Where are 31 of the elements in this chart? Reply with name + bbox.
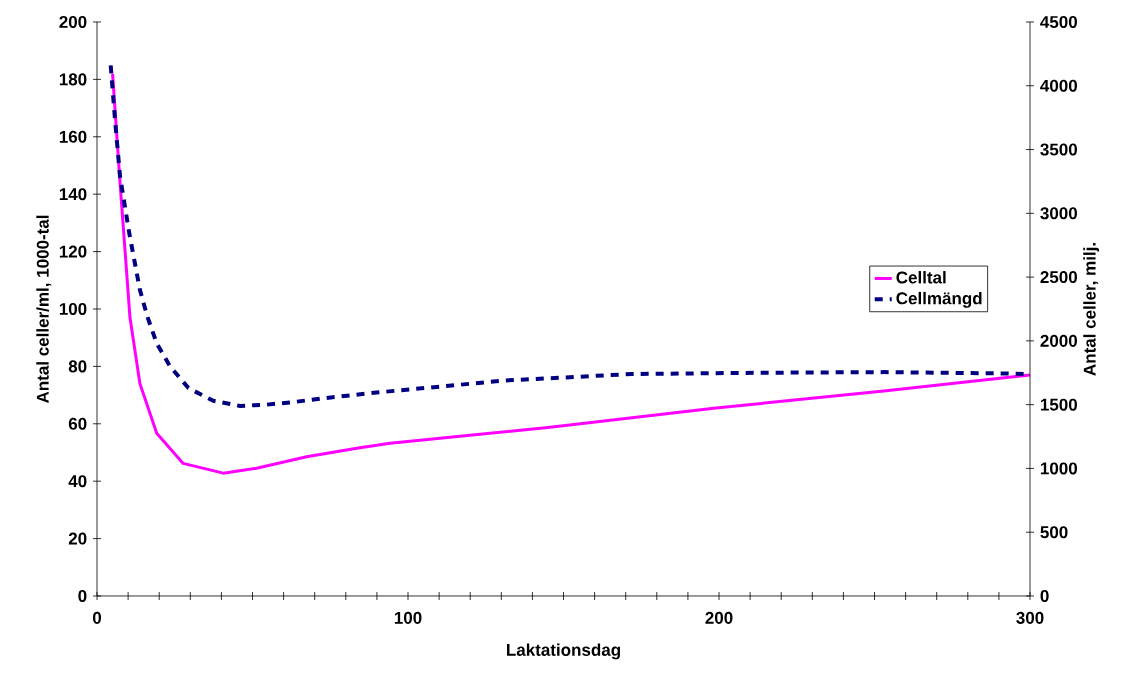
- y2-tick-label: 1500: [1040, 398, 1077, 411]
- x-tick-label: 0: [92, 611, 102, 624]
- y-tick-label: 200: [59, 15, 87, 29]
- y-tick-label: 180: [59, 73, 87, 86]
- y2-tick-label: 2500: [1040, 271, 1077, 284]
- y2-tick-label: 500: [1040, 526, 1068, 539]
- y-tick-label: 120: [59, 245, 87, 258]
- y2-tick-label: 0: [1040, 589, 1049, 603]
- y-tick-label: 0: [78, 589, 87, 603]
- y-tick-label: 140: [59, 188, 87, 201]
- y-tick-label: 40: [68, 475, 87, 488]
- x-tick-label: 100: [394, 611, 422, 624]
- line-series: [111, 72, 1031, 475]
- y-tick-label: 20: [68, 532, 87, 545]
- y-axis-title: Antal celler/ml, 1000-tal: [36, 215, 52, 404]
- y-tick-label: 100: [59, 302, 87, 316]
- y-tick-label: 80: [68, 360, 87, 373]
- x-tick-label: 200: [705, 611, 733, 624]
- y2-axis-title: Antal celler, milj.: [1083, 243, 1100, 376]
- x-axis-title: Laktationsdag: [507, 643, 620, 660]
- y2-tick-label: 4500: [1040, 15, 1077, 29]
- y2-tick-label: 1000: [1040, 462, 1077, 475]
- y-tick-label: 60: [68, 417, 87, 430]
- y2-tick-label: 4000: [1040, 79, 1077, 92]
- legend-label: Celltal: [896, 271, 946, 284]
- x-tick-label: 300: [1016, 611, 1044, 624]
- legend-label: Cellmängd: [896, 291, 982, 308]
- y-tick-label: 160: [59, 130, 87, 143]
- y2-tick-label: 3000: [1040, 207, 1077, 220]
- y2-tick-label: 2000: [1040, 334, 1077, 347]
- y2-tick-label: 3500: [1040, 143, 1077, 156]
